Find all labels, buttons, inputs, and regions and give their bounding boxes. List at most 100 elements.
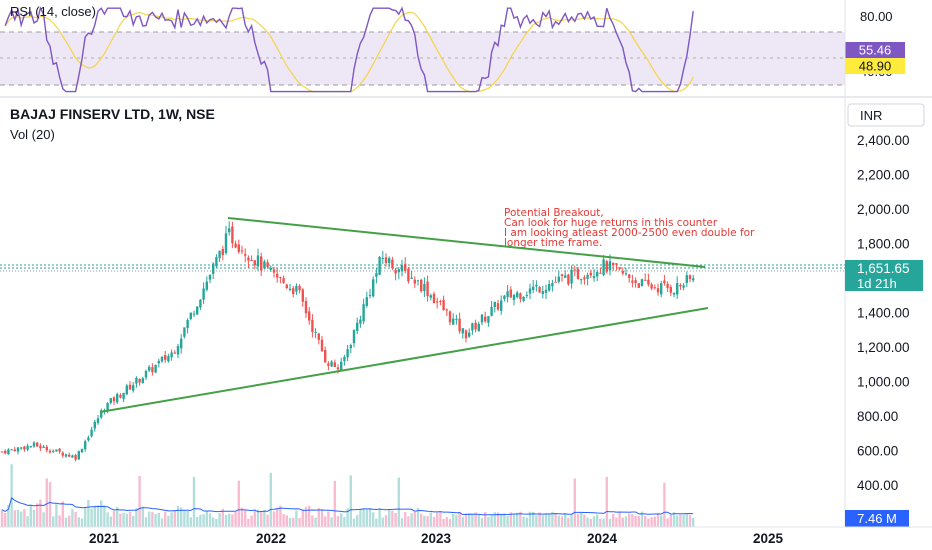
volume-bar xyxy=(378,508,381,527)
volume-bar xyxy=(490,515,493,527)
volume-bar xyxy=(55,504,58,527)
volume-bar xyxy=(292,517,295,527)
volume-bar xyxy=(144,517,148,527)
candle-body xyxy=(301,289,304,302)
candle-body xyxy=(468,332,471,337)
candle-body xyxy=(160,357,164,362)
volume-bar xyxy=(276,507,279,527)
candle-body xyxy=(349,345,352,349)
volume-bar xyxy=(215,518,218,527)
volume-bar xyxy=(314,517,317,527)
candle-body xyxy=(477,323,480,332)
volume-bar xyxy=(128,511,132,527)
rsi-panel: RSI (14, close) 80.00 40.00 55.46 48.90 xyxy=(0,4,905,93)
upper-trendline[interactable] xyxy=(227,217,706,268)
volume-bar xyxy=(253,509,256,527)
volume-bar xyxy=(100,500,103,527)
candle-body xyxy=(234,243,237,248)
volume-bar xyxy=(653,516,656,527)
candle-body xyxy=(474,322,477,330)
candle-body xyxy=(564,275,567,278)
volume-bar xyxy=(240,507,244,527)
volume-bar xyxy=(87,499,90,527)
candle-body xyxy=(388,258,391,264)
candle-body xyxy=(394,269,397,274)
candle-body xyxy=(512,294,516,301)
candlestick-series xyxy=(0,221,695,462)
candle-body xyxy=(573,269,576,271)
candle-body xyxy=(592,276,596,279)
candle-body xyxy=(324,350,327,363)
candle-body xyxy=(4,450,7,454)
candle-body xyxy=(314,331,317,333)
candle-body xyxy=(74,455,77,460)
volume-bar xyxy=(647,518,650,527)
price-axis[interactable]: 2,400.00 2,200.00 2,000.00 1,800.00 1,40… xyxy=(857,133,910,493)
volume-bar xyxy=(256,509,260,527)
annotation-note[interactable]: Potential Breakout, Can look for huge re… xyxy=(504,207,755,249)
candle-body xyxy=(653,287,656,289)
volume-bar xyxy=(228,513,231,527)
volume-bar xyxy=(279,505,282,527)
candle-body xyxy=(119,395,122,398)
volume-bar xyxy=(39,499,42,527)
candle-body xyxy=(615,263,618,265)
candle-body xyxy=(93,421,96,429)
candle-body xyxy=(276,273,279,278)
rsi-badge: 55.46 xyxy=(859,43,892,58)
volume-bar xyxy=(525,517,528,527)
candle-body xyxy=(583,277,586,280)
time-label: 2021 xyxy=(89,531,120,546)
candle-body xyxy=(509,289,512,298)
candle-body xyxy=(272,269,276,273)
volume-bar xyxy=(119,513,122,527)
candle-body xyxy=(413,279,416,284)
candle-body xyxy=(247,257,250,261)
candle-body xyxy=(576,268,580,280)
candle-body xyxy=(340,361,343,371)
volume-bar xyxy=(4,513,7,527)
lower-trendline[interactable] xyxy=(99,307,709,413)
candle-body xyxy=(237,244,240,252)
volume-bar xyxy=(10,464,13,527)
candle-body xyxy=(368,294,372,296)
volume-bar xyxy=(340,513,343,527)
volume-bar xyxy=(180,507,183,527)
volume-bar xyxy=(208,513,212,527)
volume-bar xyxy=(496,512,500,527)
candle-body xyxy=(423,283,426,292)
price-tick: 400.00 xyxy=(857,478,898,493)
volume-bar xyxy=(13,510,16,527)
time-label: 2023 xyxy=(421,531,452,546)
time-label: 2025 xyxy=(753,531,784,546)
volume-bar xyxy=(327,511,330,527)
volume-bar xyxy=(592,516,596,527)
volume-bar xyxy=(426,516,429,527)
candle-body xyxy=(436,301,439,303)
candle-body xyxy=(116,393,119,403)
volume-bar xyxy=(192,476,196,527)
candle-body xyxy=(285,284,288,289)
candle-body xyxy=(135,377,138,384)
candle-body xyxy=(167,356,170,362)
time-axis[interactable]: 2021 2022 2023 2024 2025 xyxy=(89,531,784,546)
volume-bar xyxy=(336,516,340,527)
volume-bar xyxy=(272,511,276,527)
volume-bar xyxy=(260,511,263,527)
volume-bar xyxy=(346,508,349,527)
currency-button[interactable] xyxy=(847,103,925,127)
rsi-ma-badge: 48.90 xyxy=(859,59,892,74)
volume-bar xyxy=(519,511,522,527)
candle-body xyxy=(39,445,42,449)
candle-body xyxy=(77,451,80,460)
volume-bar xyxy=(564,513,567,527)
candle-body xyxy=(410,277,413,279)
candle-body xyxy=(493,301,496,308)
candle-body xyxy=(455,319,458,321)
volume-bar xyxy=(688,515,692,527)
volume-bar xyxy=(602,518,605,527)
candle-body xyxy=(660,283,663,295)
candle-body xyxy=(621,271,624,274)
volume-bar xyxy=(634,515,637,527)
